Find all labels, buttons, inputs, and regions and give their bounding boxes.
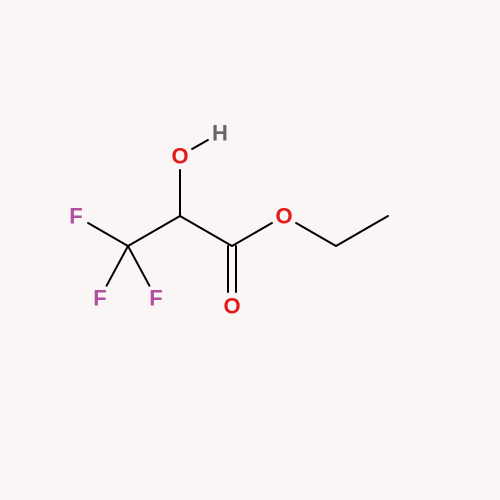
atom-o: O bbox=[275, 204, 292, 229]
atom-h: H bbox=[212, 121, 228, 146]
atom-f: F bbox=[93, 286, 106, 311]
molecule-diagram: FFFOHOO bbox=[0, 0, 500, 500]
atom-f: F bbox=[149, 286, 162, 311]
atom-o: O bbox=[223, 294, 240, 319]
atom-f: F bbox=[69, 204, 82, 229]
atom-o: O bbox=[171, 144, 188, 169]
canvas-background bbox=[0, 0, 500, 500]
